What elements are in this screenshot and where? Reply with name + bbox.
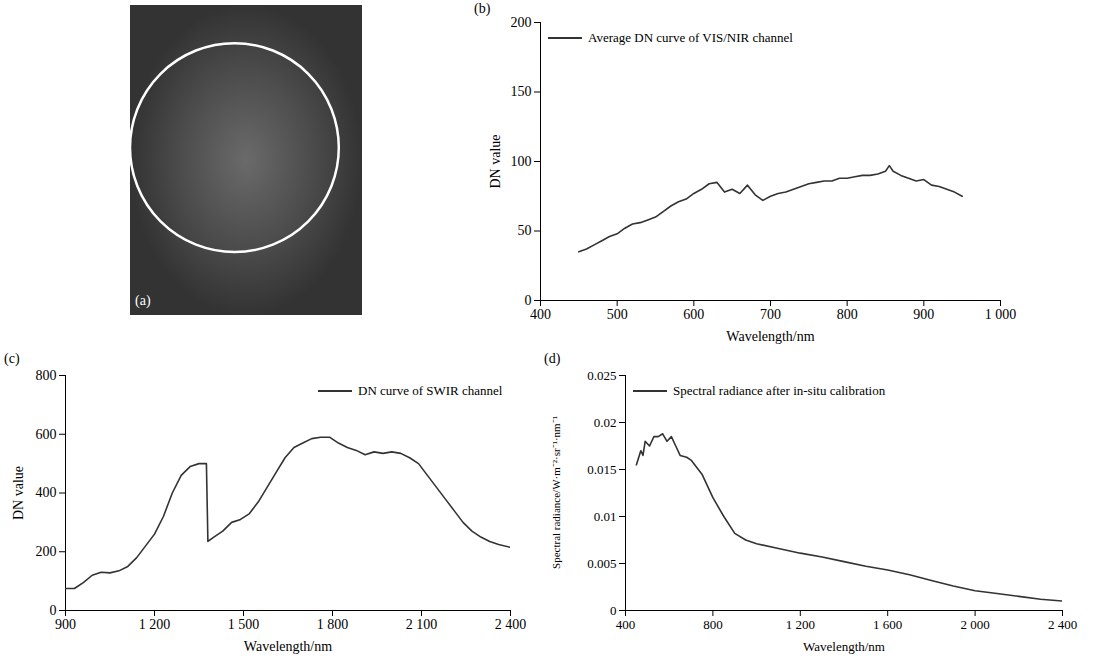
svg-text:50: 50 [518, 223, 532, 238]
svg-text:400: 400 [530, 307, 551, 322]
html-text:(a): (a) [135, 293, 151, 308]
html-text:Spectral radiance after in-sit: Spectral radiance after in-situ calibrat… [673, 383, 886, 398]
svg-text:Wavelength/nm: Wavelength/nm [244, 639, 332, 654]
svg-text:500: 500 [607, 307, 628, 322]
svg-text:2 400: 2 400 [1048, 617, 1077, 632]
svg-text:100: 100 [511, 154, 532, 169]
html-text:(b): (b) [474, 1, 491, 16]
html-text:Average DN curve of VIS/NIR ch: Average DN curve of VIS/NIR channel [588, 30, 793, 45]
html-text:Spectral radiance/W·m⁻²·sr⁻¹·n: Spectral radiance/W·m⁻²·sr⁻¹·nm⁻¹ [549, 416, 562, 569]
svg-text:1 500: 1 500 [228, 617, 260, 632]
svg-text:Wavelength/nm: Wavelength/nm [726, 329, 814, 344]
svg-text:600: 600 [36, 427, 57, 442]
svg-text:150: 150 [511, 84, 532, 99]
svg-text:0.025: 0.025 [587, 368, 616, 383]
svg-text:0.01: 0.01 [594, 509, 617, 524]
html-text:DN curve of SWIR channel: DN curve of SWIR channel [358, 383, 503, 398]
svg-text:2 400: 2 400 [495, 617, 527, 632]
svg-text:Wavelength/nm: Wavelength/nm [803, 639, 885, 654]
svg-text:200: 200 [36, 544, 57, 559]
svg-text:0: 0 [50, 603, 57, 618]
svg-text:DN value: DN value [488, 134, 503, 188]
svg-text:800: 800 [36, 368, 57, 383]
svg-text:200: 200 [511, 15, 532, 30]
svg-text:700: 700 [760, 307, 781, 322]
svg-text:DN value: DN value [11, 466, 26, 520]
svg-text:400: 400 [616, 617, 636, 632]
svg-text:1 200: 1 200 [139, 617, 171, 632]
svg-text:0.015: 0.015 [587, 462, 616, 477]
svg-text:0.02: 0.02 [594, 415, 617, 430]
svg-text:1 000: 1 000 [985, 307, 1017, 322]
html-text:(d): (d) [544, 351, 561, 366]
svg-text:1 800: 1 800 [317, 617, 349, 632]
svg-text:900: 900 [913, 307, 934, 322]
svg-text:0.005: 0.005 [587, 556, 616, 571]
svg-text:0: 0 [525, 293, 532, 308]
svg-text:800: 800 [837, 307, 858, 322]
svg-text:600: 600 [683, 307, 704, 322]
svg-text:900: 900 [55, 617, 76, 632]
svg-text:800: 800 [703, 617, 723, 632]
svg-text:0: 0 [610, 603, 617, 618]
svg-text:1 200: 1 200 [786, 617, 815, 632]
svg-text:1 600: 1 600 [873, 617, 902, 632]
svg-text:400: 400 [36, 485, 57, 500]
html-text:(c): (c) [4, 351, 20, 366]
svg-text:2 000: 2 000 [960, 617, 989, 632]
svg-text:2 100: 2 100 [406, 617, 438, 632]
